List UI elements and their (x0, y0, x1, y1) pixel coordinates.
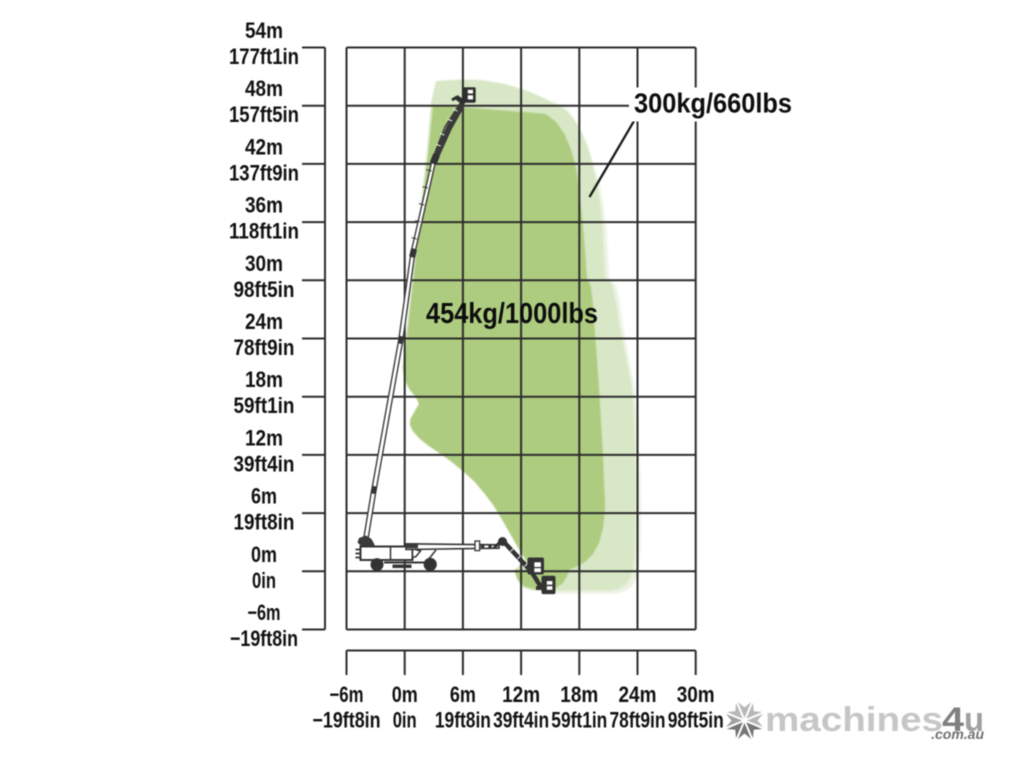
svg-text:54m: 54m (245, 18, 283, 43)
svg-text:0in: 0in (393, 708, 417, 733)
svg-text:12m: 12m (502, 682, 540, 707)
svg-text:−19ft8in: −19ft8in (313, 708, 381, 733)
svg-text:4: 4 (942, 701, 964, 739)
svg-text:48m: 48m (245, 76, 283, 101)
svg-text:36m: 36m (245, 193, 283, 218)
svg-text:−6m: −6m (248, 600, 281, 625)
svg-text:30m: 30m (245, 251, 283, 276)
svg-text:59ft1in: 59ft1in (551, 708, 607, 733)
svg-text:454kg/1000lbs: 454kg/1000lbs (426, 298, 598, 330)
svg-text:19ft8in: 19ft8in (234, 510, 295, 535)
svg-text:78ft9in: 78ft9in (610, 708, 666, 733)
svg-text:157ft5in: 157ft5in (229, 102, 299, 127)
svg-text:.com.au: .com.au (931, 726, 984, 742)
svg-text:24m: 24m (245, 309, 283, 334)
svg-text:12m: 12m (245, 425, 283, 450)
svg-text:24m: 24m (619, 682, 657, 707)
svg-text:u: u (964, 701, 984, 739)
svg-text:0m: 0m (392, 682, 418, 707)
svg-text:118ft1in: 118ft1in (229, 219, 299, 244)
svg-text:177ft1in: 177ft1in (229, 44, 299, 69)
svg-text:30m: 30m (677, 682, 715, 707)
svg-text:−6m: −6m (330, 682, 364, 707)
svg-text:18m: 18m (245, 367, 283, 392)
svg-text:6m: 6m (251, 484, 277, 509)
svg-text:6m: 6m (450, 682, 476, 707)
svg-text:−19ft8in: −19ft8in (230, 626, 298, 651)
svg-text:39ft4in: 39ft4in (234, 451, 295, 476)
svg-text:42m: 42m (245, 134, 283, 159)
svg-text:19ft8in: 19ft8in (435, 708, 491, 733)
svg-text:98ft5in: 98ft5in (234, 277, 295, 302)
svg-text:0m: 0m (251, 542, 277, 567)
svg-text:59ft1in: 59ft1in (234, 393, 295, 418)
svg-text:0in: 0in (252, 568, 276, 593)
svg-text:78ft9in: 78ft9in (234, 335, 295, 360)
svg-text:137ft9in: 137ft9in (229, 160, 299, 185)
svg-text:300kg/660lbs: 300kg/660lbs (634, 87, 792, 118)
svg-text:18m: 18m (560, 682, 598, 707)
svg-text:98ft5in: 98ft5in (668, 708, 724, 733)
svg-text:machines: machines (765, 701, 943, 739)
svg-text:39ft4in: 39ft4in (493, 708, 549, 733)
